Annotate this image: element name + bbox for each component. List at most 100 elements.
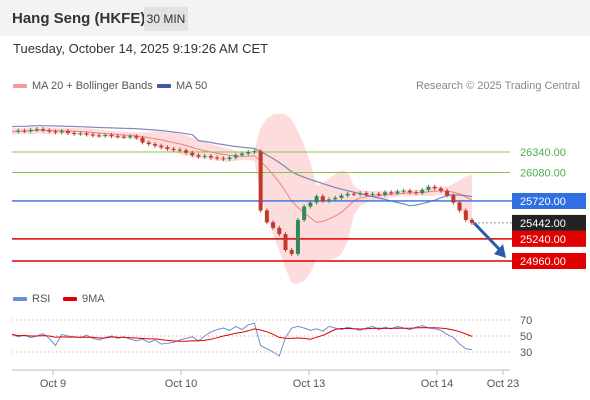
- x-tick-label-3: Oct 14: [421, 378, 453, 390]
- timeframe-button[interactable]: 30 MIN: [144, 7, 188, 31]
- level-label-2: 25720.00: [520, 196, 566, 208]
- level-label-1: 26080.00: [520, 168, 566, 180]
- support-label-box-4: [512, 230, 586, 247]
- candle-body: [277, 227, 282, 235]
- candle-body: [451, 195, 456, 203]
- credit-text: Research © 2025 Trading Central: [415, 80, 580, 92]
- candle-body: [53, 131, 58, 133]
- candle-body: [264, 210, 269, 223]
- candle-body: [302, 206, 307, 220]
- candle-body: [438, 188, 443, 191]
- candle-body: [140, 137, 145, 143]
- candle-body: [258, 151, 263, 211]
- legend-swatch-ma-bb: [13, 84, 27, 89]
- candle-body: [152, 144, 157, 146]
- candle-body: [128, 136, 133, 138]
- rsi-tick-label-1: 50: [520, 331, 532, 343]
- legend-swatch-9ma: [63, 297, 77, 302]
- rsi-tick-label-2: 30: [520, 347, 532, 359]
- candle-body: [65, 131, 70, 134]
- level-label-0: 26340.00: [520, 147, 566, 159]
- candle-body: [314, 196, 319, 203]
- x-tick-label-1: Oct 10: [165, 378, 197, 390]
- legend-rsi: RSI: [13, 293, 50, 305]
- candle-body: [227, 157, 232, 160]
- level-label-4: 25240.00: [520, 234, 566, 246]
- candle-body: [414, 192, 419, 194]
- candle-body: [407, 190, 412, 193]
- candle-body: [41, 129, 46, 131]
- level-label-3: 25442.00: [520, 218, 566, 230]
- candle-body: [470, 219, 474, 223]
- candle-body: [295, 219, 300, 254]
- candle-body: [364, 193, 369, 195]
- legend-swatch-rsi: [13, 297, 27, 302]
- candle-body: [196, 155, 201, 157]
- candle-body: [327, 199, 332, 201]
- candle-body: [370, 193, 375, 195]
- candle-body: [252, 151, 257, 153]
- candle-body: [134, 136, 139, 138]
- candle-body: [289, 249, 294, 254]
- candle-body: [271, 222, 276, 228]
- candle-body: [221, 158, 226, 160]
- x-tick-label-4: Oct 23: [487, 378, 519, 390]
- ma50-line: [11, 125, 473, 207]
- candle-body: [159, 145, 164, 148]
- last-price-box: [512, 214, 586, 231]
- candle-body: [376, 193, 381, 195]
- rsi-line: [11, 322, 473, 357]
- candle-body: [165, 147, 170, 149]
- candle-body: [184, 150, 189, 153]
- candle-body: [190, 152, 195, 156]
- legend-label-9ma: 9MA: [82, 293, 105, 305]
- candle-body: [78, 133, 83, 135]
- candle-body: [339, 195, 344, 198]
- candle-body: [34, 129, 39, 131]
- candle-body: [432, 186, 437, 189]
- candle-body: [202, 155, 207, 157]
- candle-body: [426, 186, 431, 190]
- candle-body: [177, 149, 182, 151]
- candle-body: [103, 135, 108, 137]
- candle-body: [240, 153, 244, 156]
- x-tick-label-0: Oct 9: [40, 378, 66, 390]
- candle-body: [395, 191, 400, 194]
- candle-body: [115, 136, 120, 138]
- candle-body: [146, 142, 151, 145]
- datetime-label: Tuesday, October 14, 2025 9:19:26 AM CET: [13, 41, 269, 56]
- level-label-5: 24960.00: [520, 256, 566, 268]
- support-label-box-5: [512, 253, 586, 269]
- bollinger-band: [12, 113, 472, 284]
- pivot-label-box: [512, 192, 586, 209]
- candle-body: [233, 155, 238, 158]
- rsi-tick-label-0: 70: [520, 315, 532, 327]
- legend-label-ma50: MA 50: [176, 80, 208, 92]
- ma20-line: [11, 129, 473, 223]
- candle-body: [420, 189, 425, 194]
- candle-body: [246, 152, 251, 154]
- candle-body: [382, 192, 387, 195]
- legend-ma50: MA 50: [157, 80, 207, 92]
- candle-body: [16, 130, 21, 132]
- candle-body: [109, 135, 114, 137]
- candle-body: [308, 202, 313, 207]
- candle-body: [47, 130, 52, 132]
- candle-body: [59, 131, 64, 133]
- candle-body: [333, 197, 338, 200]
- legend-swatch-ma50: [157, 84, 171, 89]
- x-tick-label-2: Oct 13: [293, 378, 325, 390]
- candle-body: [463, 210, 468, 220]
- candle-body: [97, 135, 102, 137]
- candle-body: [445, 190, 450, 196]
- legend-label-ma-bb: MA 20 + Bollinger Bands: [32, 80, 153, 92]
- instrument-title: Hang Seng (HKFE): [12, 10, 146, 27]
- candle-body: [84, 133, 89, 135]
- candle-body: [121, 136, 126, 138]
- candle-body: [28, 129, 33, 132]
- projection-arrow-head: [494, 244, 506, 258]
- candle-body: [320, 196, 325, 201]
- legend-ma-bb: MA 20 + Bollinger Bands: [13, 80, 153, 92]
- candle-body: [345, 193, 350, 196]
